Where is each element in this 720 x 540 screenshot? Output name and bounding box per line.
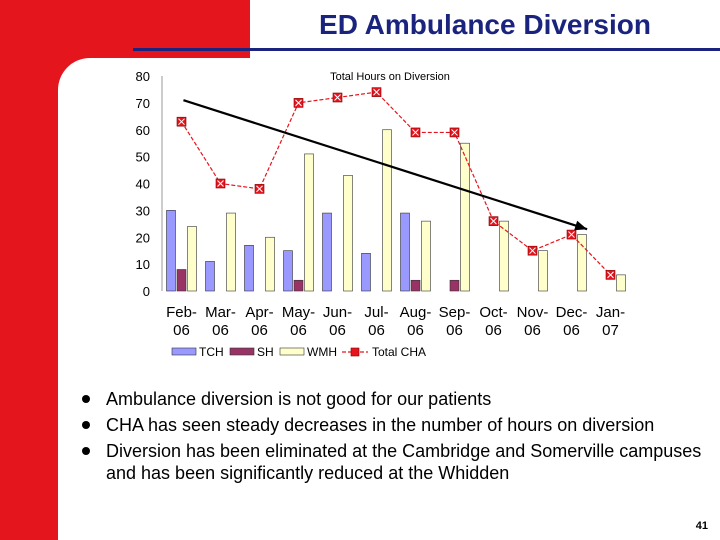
bar-wmh-10 — [577, 234, 587, 292]
x-tick-label-year: 07 — [602, 322, 619, 339]
x-tick-label-year: 06 — [524, 322, 541, 339]
total-cha-line — [180, 91, 611, 276]
x-tick-label: Oct- — [479, 304, 507, 321]
bar-tch-0 — [166, 210, 176, 292]
diversion-chart: 0 10 20 30 40 50 60 70 80 Total Hours on Diversio… — [136, 69, 626, 359]
x-tick-label: Aug- — [400, 304, 432, 321]
trend-arrow-head-icon — [574, 220, 588, 231]
y-tick-label: 50 — [136, 150, 150, 165]
bar-wmh-1 — [226, 212, 236, 292]
bar-tch-2 — [244, 245, 254, 292]
y-tick-label: 70 — [136, 96, 150, 111]
x-tick-label: Apr- — [245, 304, 273, 321]
bullet-text: Diversion has been eliminated at the Cam… — [106, 441, 702, 483]
x-tick-label-year: 06 — [446, 322, 463, 339]
bar-sh-3 — [293, 279, 304, 292]
title-underline — [133, 48, 720, 51]
bar-wmh-0 — [187, 226, 197, 292]
y-tick-label: 40 — [136, 177, 150, 192]
bullet-text: CHA has seen steady decreases in the num… — [106, 415, 655, 435]
slide-title: ED Ambulance Diversion — [319, 9, 651, 40]
bar-tch-5 — [361, 253, 371, 292]
total-point-x-icon — [529, 247, 536, 255]
page-number: 41 — [695, 520, 708, 532]
y-tick-label: 10 — [136, 257, 150, 272]
legend-swatch-sh — [229, 347, 255, 356]
x-tick-label: Nov- — [517, 304, 549, 321]
x-tick-label-year: 06 — [563, 322, 580, 339]
total-point-x-icon — [607, 271, 614, 279]
bullet-text: Ambulance diversion is not good for our … — [106, 389, 492, 409]
y-tick-label: 30 — [136, 203, 150, 218]
total-point-x-icon — [295, 99, 302, 107]
bar-wmh-3 — [304, 153, 314, 292]
y-tick-label: 80 — [136, 69, 150, 84]
bar-wmh-6 — [421, 220, 431, 292]
legend-label: TCH — [199, 345, 224, 359]
x-tick-label: May- — [282, 304, 315, 321]
legend-label: SH — [257, 345, 274, 359]
bar-tch-4 — [322, 212, 332, 292]
x-tick-label-year: 06 — [290, 322, 307, 339]
total-point-x-icon — [412, 129, 419, 136]
x-tick-label-year: 06 — [251, 322, 268, 339]
legend-marker-icon — [350, 347, 360, 357]
x-tick-label-year: 06 — [485, 322, 502, 339]
bar-wmh-7 — [460, 142, 470, 292]
legend-label: Total CHA — [372, 345, 426, 359]
legend-swatch-tch — [171, 347, 197, 356]
total-point-x-icon — [256, 185, 263, 193]
legend-label: WMH — [307, 345, 337, 359]
bar-sh-7 — [449, 279, 460, 292]
x-tick-label: Dec- — [556, 304, 588, 321]
bullet-item: CHA has seen steady decreases in the num… — [82, 414, 702, 436]
x-tick-label: Feb- — [166, 304, 197, 321]
x-tick-label: Jul- — [364, 304, 388, 321]
x-tick-label: Sep- — [439, 304, 471, 321]
total-point-x-icon — [490, 217, 497, 225]
x-tick-label-year: 06 — [173, 322, 190, 339]
total-point-x-icon — [451, 129, 458, 136]
bullet-item: Diversion has been eliminated at the Cam… — [82, 440, 702, 484]
bullet-dot-icon — [82, 395, 90, 403]
bar-tch-1 — [205, 261, 215, 292]
x-tick-label-year: 06 — [329, 322, 346, 339]
bar-sh-6 — [410, 279, 421, 292]
trend-arrow-line — [183, 99, 588, 231]
legend-swatch-wmh — [279, 347, 305, 356]
bar-wmh-4 — [343, 175, 353, 292]
bar-wmh-8 — [499, 220, 509, 292]
chart-title: Total Hours on Diversion — [330, 71, 450, 83]
x-tick-label-year: 06 — [212, 322, 229, 339]
y-tick-label: 20 — [136, 230, 150, 245]
y-tick-label: 60 — [136, 123, 150, 138]
x-tick-label: Jun- — [323, 304, 352, 321]
x-tick-label-year: 06 — [407, 322, 424, 339]
total-point-x-icon — [178, 118, 185, 126]
bullet-item: Ambulance diversion is not good for our … — [82, 388, 702, 410]
total-point-x-icon — [334, 94, 341, 101]
bullet-list: Ambulance diversion is not good for our … — [82, 388, 702, 488]
bar-sh-0 — [176, 269, 187, 292]
bar-wmh-2 — [265, 236, 275, 292]
bullet-dot-icon — [82, 447, 90, 455]
total-point-x-icon — [568, 231, 575, 238]
x-tick-label: Mar- — [205, 304, 236, 321]
y-tick-label: 0 — [143, 284, 150, 299]
bar-wmh-11 — [616, 274, 626, 292]
bar-tch-6 — [400, 212, 410, 292]
bullet-dot-icon — [82, 421, 90, 429]
bar-tch-3 — [283, 250, 293, 292]
total-point-x-icon — [217, 180, 224, 187]
bar-wmh-5 — [382, 129, 392, 292]
x-tick-label-year: 06 — [368, 322, 385, 339]
bar-wmh-9 — [538, 250, 548, 292]
total-point-x-icon — [373, 88, 380, 96]
x-tick-label: Jan- — [596, 304, 625, 321]
